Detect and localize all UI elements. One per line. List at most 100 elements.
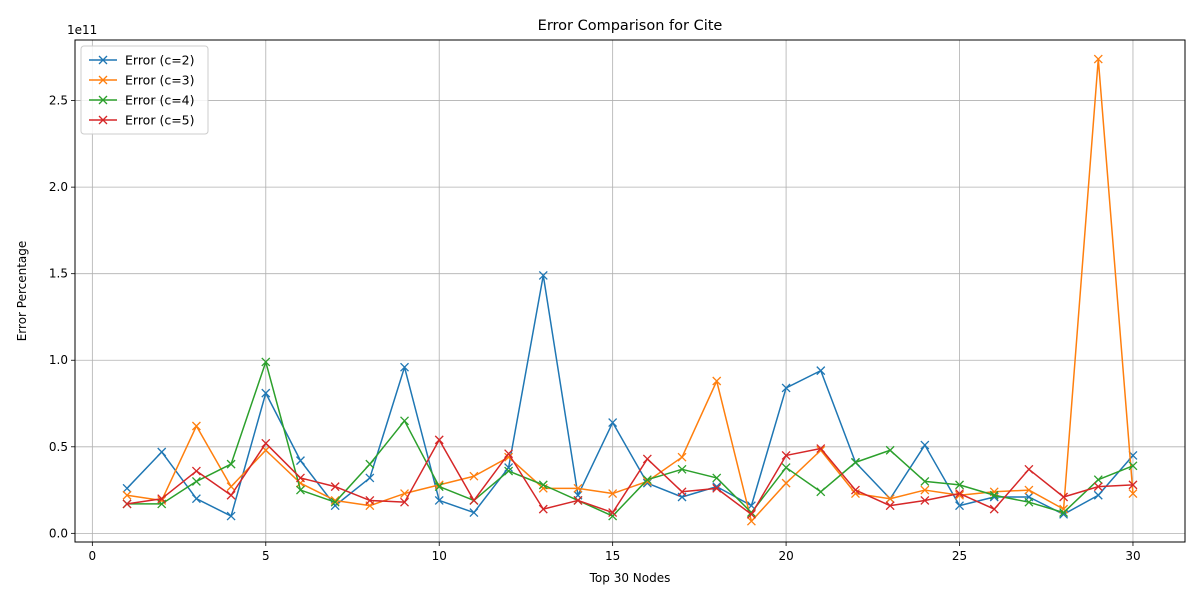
data-point-stroke (261, 438, 271, 448)
data-point (469, 471, 479, 481)
data-point (191, 421, 201, 431)
grid (75, 40, 1185, 542)
data-point-stroke (816, 366, 826, 376)
data-point-stroke (400, 416, 409, 426)
data-point (712, 376, 722, 386)
data-point-stroke (920, 476, 930, 486)
legend-swatch-marker (98, 55, 108, 65)
data-point (1128, 461, 1138, 471)
data-point (816, 487, 826, 497)
data-point-stroke (781, 478, 791, 488)
data-point-stroke (538, 480, 548, 490)
data-point-stroke (677, 464, 687, 474)
data-point (955, 501, 964, 511)
data-point-stroke (1024, 485, 1034, 495)
data-point-stroke (330, 482, 340, 492)
data-point (1093, 475, 1103, 485)
data-point (330, 482, 340, 492)
legend-label: Error (c=3) (125, 73, 195, 88)
data-point-stroke (712, 473, 722, 483)
data-point-stroke (677, 487, 687, 497)
data-point-stroke (400, 489, 409, 498)
data-point (504, 452, 514, 462)
data-point-stroke (920, 485, 930, 495)
data-point (122, 490, 132, 500)
data-point (955, 480, 964, 490)
data-point-stroke (1059, 508, 1069, 518)
data-point-stroke (538, 270, 548, 280)
data-point-stroke (296, 456, 305, 466)
data-point (191, 466, 201, 476)
data-point-stroke (296, 485, 305, 495)
data-point-stroke (365, 495, 375, 505)
series-line (127, 361, 1134, 517)
data-point-stroke (816, 487, 826, 497)
x-tick-label: 10 (432, 549, 447, 563)
data-point-stroke (504, 449, 514, 459)
series-layer (122, 54, 1138, 526)
data-point-stroke (226, 459, 236, 469)
data-point (261, 438, 271, 448)
data-point-stroke (330, 495, 340, 505)
data-point (226, 490, 236, 500)
data-point-stroke (746, 509, 756, 519)
data-point-stroke (1128, 480, 1138, 490)
data-point (955, 489, 964, 498)
series-4 (122, 435, 1138, 519)
data-point (157, 494, 167, 504)
data-point-stroke (851, 485, 860, 495)
series-2 (122, 54, 1138, 526)
data-point-stroke (920, 495, 930, 505)
data-point-stroke (191, 466, 201, 476)
data-point-stroke (851, 457, 860, 467)
data-point (608, 418, 618, 428)
data-point-stroke (712, 376, 722, 386)
legend-box (80, 45, 209, 135)
data-point-stroke (1128, 461, 1138, 471)
data-point-stroke (157, 495, 167, 505)
data-point-stroke (608, 508, 618, 518)
data-point-stroke (157, 494, 167, 504)
data-point-stroke (989, 490, 999, 500)
data-point-stroke (157, 447, 167, 457)
data-point (712, 483, 722, 493)
data-point-stroke (296, 473, 305, 483)
y-axis-offset-label: 1e11 (67, 23, 97, 37)
data-point-stroke (1024, 497, 1034, 507)
data-point (677, 487, 687, 497)
data-point (1024, 497, 1034, 507)
legend-item: Error (c=5) (89, 113, 195, 128)
data-point (851, 485, 860, 495)
data-point-stroke (365, 473, 375, 483)
data-point-stroke (816, 444, 826, 453)
data-point (365, 459, 375, 469)
data-point (191, 494, 201, 504)
x-tick-label: 25 (952, 549, 967, 563)
data-point (816, 445, 826, 455)
data-point (226, 511, 236, 521)
data-point (746, 509, 756, 519)
data-point (226, 459, 236, 469)
data-point-stroke (261, 445, 271, 455)
data-point (296, 485, 305, 495)
data-point (122, 483, 132, 493)
data-point (330, 495, 340, 505)
data-point-stroke (226, 511, 236, 521)
data-point (261, 357, 271, 367)
data-point-stroke (122, 483, 132, 493)
data-point-stroke (365, 459, 375, 469)
legend-label: Error (c=5) (125, 113, 195, 128)
data-point (642, 478, 652, 488)
data-point (642, 454, 652, 464)
data-point-stroke (434, 495, 444, 505)
data-point (1024, 464, 1034, 474)
data-point-stroke (469, 471, 479, 481)
data-point-stroke (504, 466, 514, 476)
data-point (920, 440, 930, 450)
data-point (400, 416, 409, 426)
data-point (400, 362, 409, 372)
data-point (330, 497, 340, 507)
data-point-stroke (885, 494, 895, 504)
x-tick-label: 0 (89, 549, 97, 563)
